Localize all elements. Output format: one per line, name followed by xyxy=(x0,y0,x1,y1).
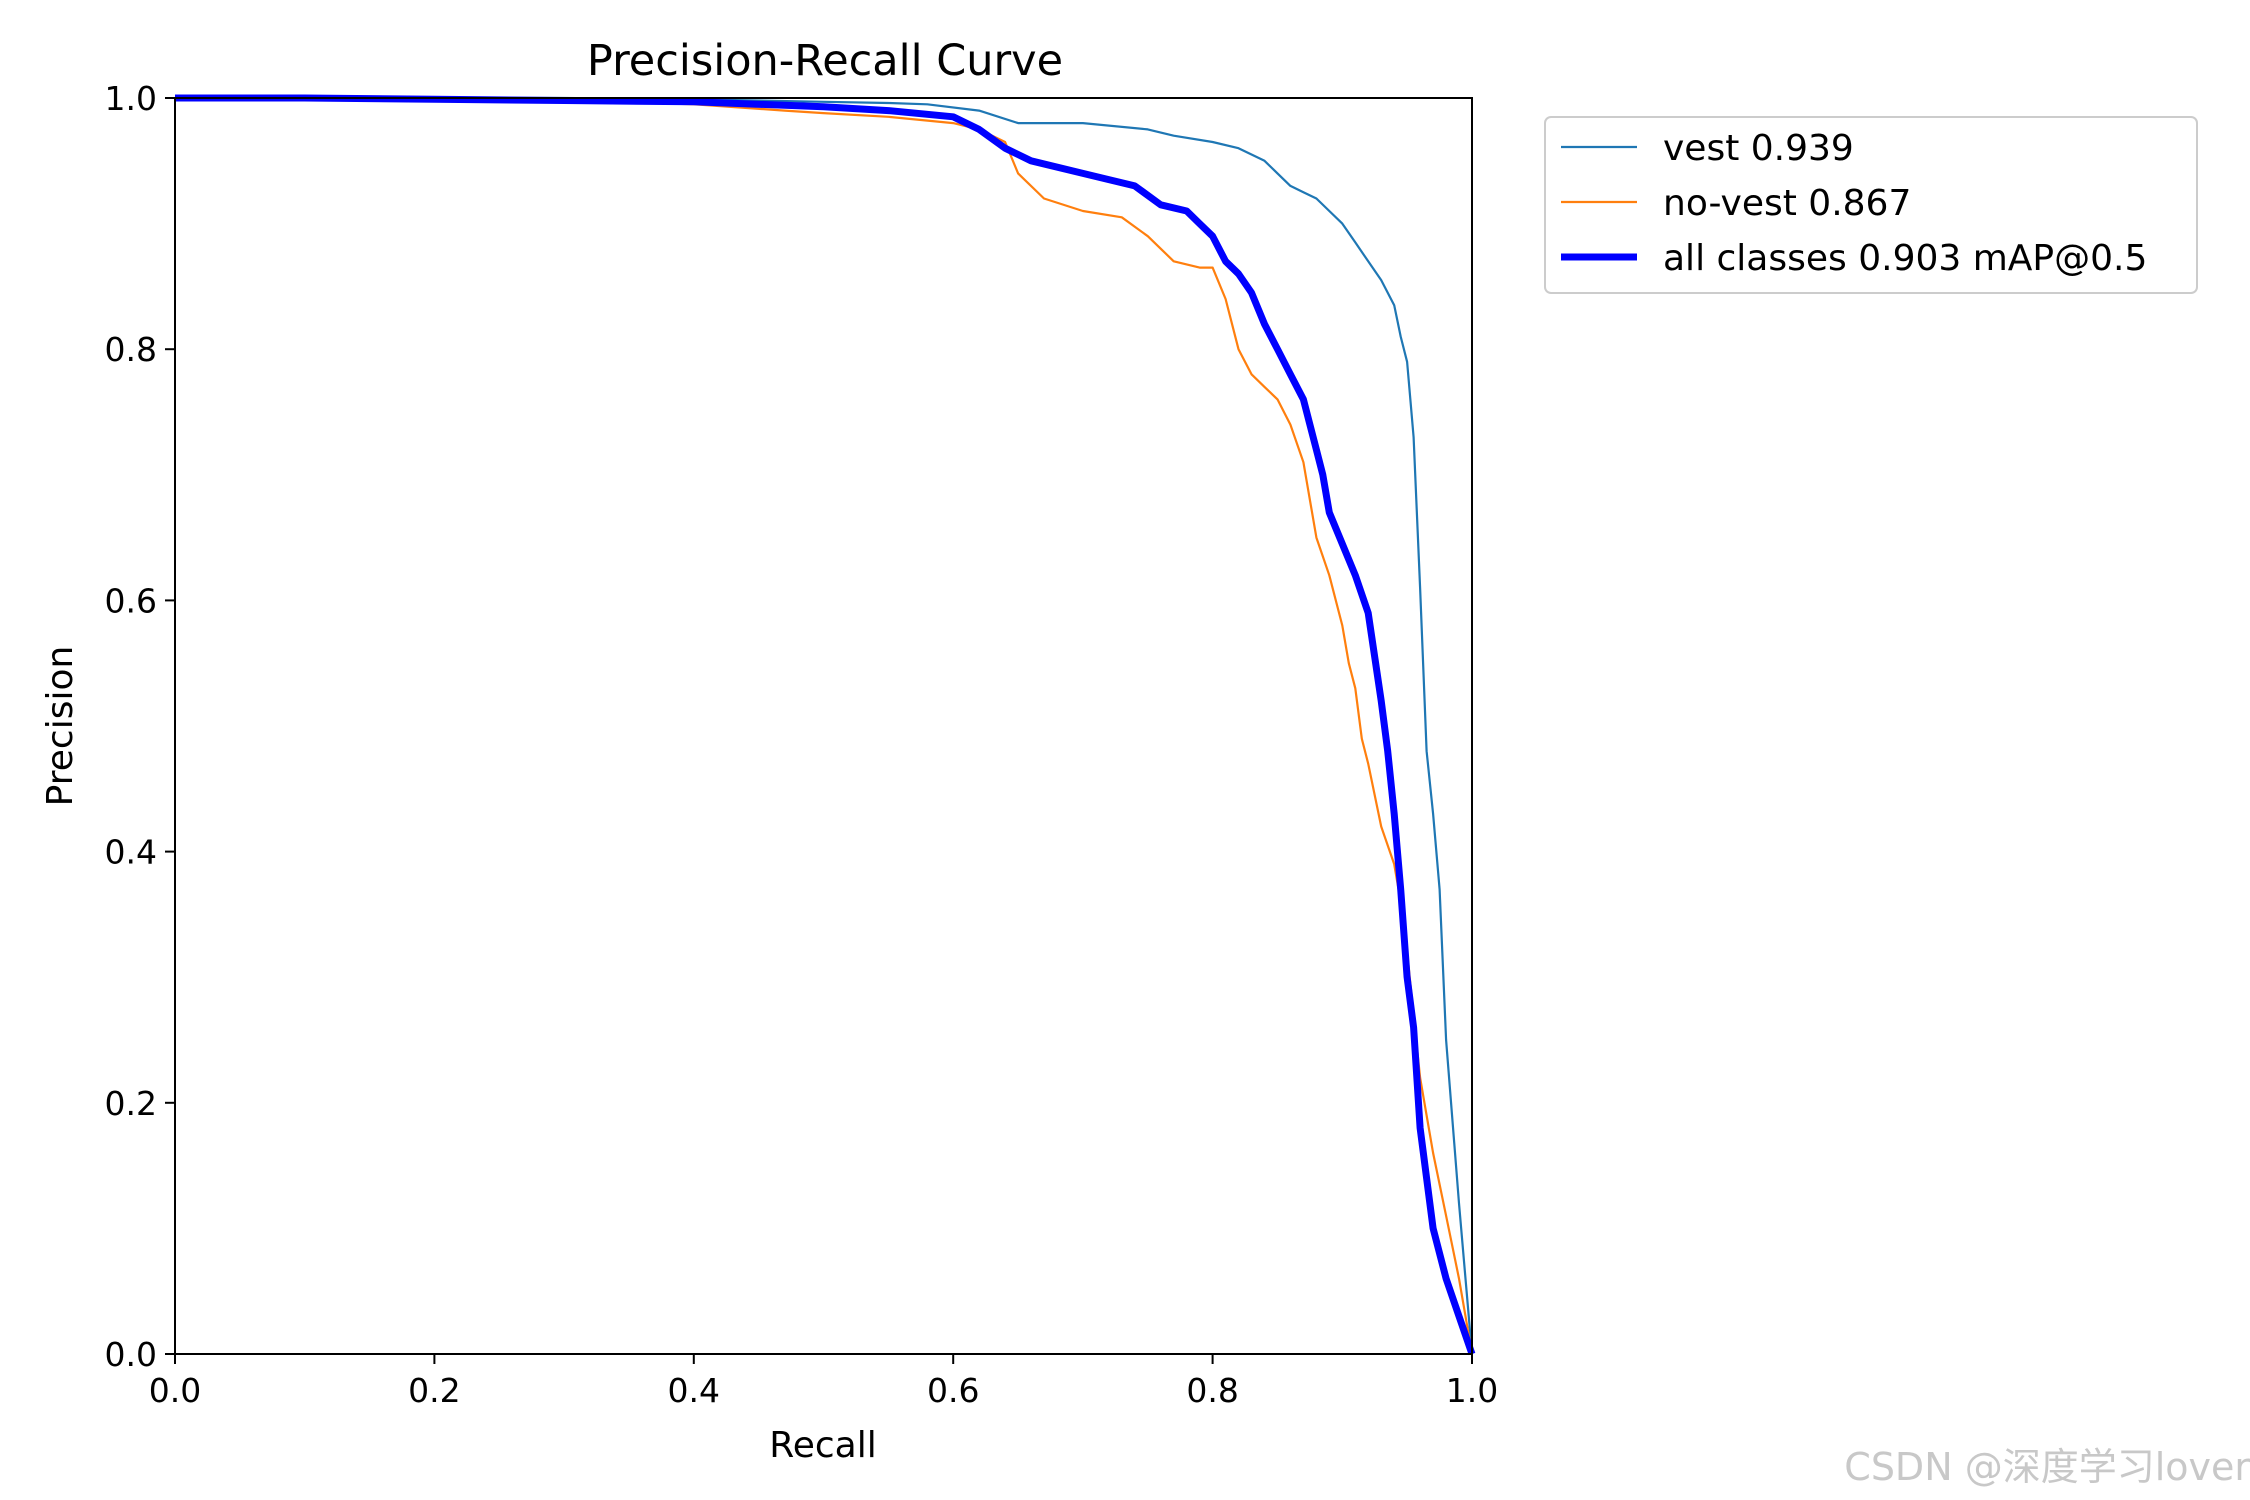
legend-label-0: vest 0.939 xyxy=(1663,128,1854,169)
y-axis-label: Precision xyxy=(40,646,81,807)
series-layer xyxy=(175,94,1476,1356)
x-tick-label: 1.0 xyxy=(1446,1371,1498,1410)
plot-area-background xyxy=(175,98,1472,1354)
x-tick-label: 0.6 xyxy=(927,1371,979,1410)
y-tick-label: 0.0 xyxy=(105,1335,157,1374)
watermark: CSDN @深度学习lover xyxy=(1844,1445,2250,1489)
x-tick-label: 0.8 xyxy=(1186,1371,1238,1410)
x-axis-ticks: 0.0 0.2 0.4 0.6 0.8 1.0 xyxy=(149,1354,1498,1410)
legend-label-2: all classes 0.903 mAP@0.5 xyxy=(1663,238,2147,279)
x-tick-label: 0.0 xyxy=(149,1371,201,1410)
legend-box xyxy=(1544,116,2198,294)
x-tick-label: 0.2 xyxy=(408,1371,460,1410)
plot-area-frame xyxy=(174,97,1473,1355)
y-tick-label: 0.8 xyxy=(105,330,157,369)
y-tick-label: 1.0 xyxy=(105,79,157,118)
series-line-0 xyxy=(175,96,1474,1355)
chart-title: Precision-Recall Curve xyxy=(587,36,1063,86)
y-tick-label: 0.4 xyxy=(105,833,157,872)
x-axis-label: Recall xyxy=(769,1425,876,1466)
y-axis-ticks: 0.0 0.2 0.4 0.6 0.8 1.0 xyxy=(105,79,175,1374)
x-tick-label: 0.4 xyxy=(668,1371,720,1410)
legend: vest 0.939 no-vest 0.867 all classes 0.903… xyxy=(1544,116,2198,294)
series-line-2 xyxy=(175,94,1476,1356)
y-tick-label: 0.6 xyxy=(105,581,157,620)
legend-label-1: no-vest 0.867 xyxy=(1663,183,1911,224)
y-tick-label: 0.2 xyxy=(105,1084,157,1123)
